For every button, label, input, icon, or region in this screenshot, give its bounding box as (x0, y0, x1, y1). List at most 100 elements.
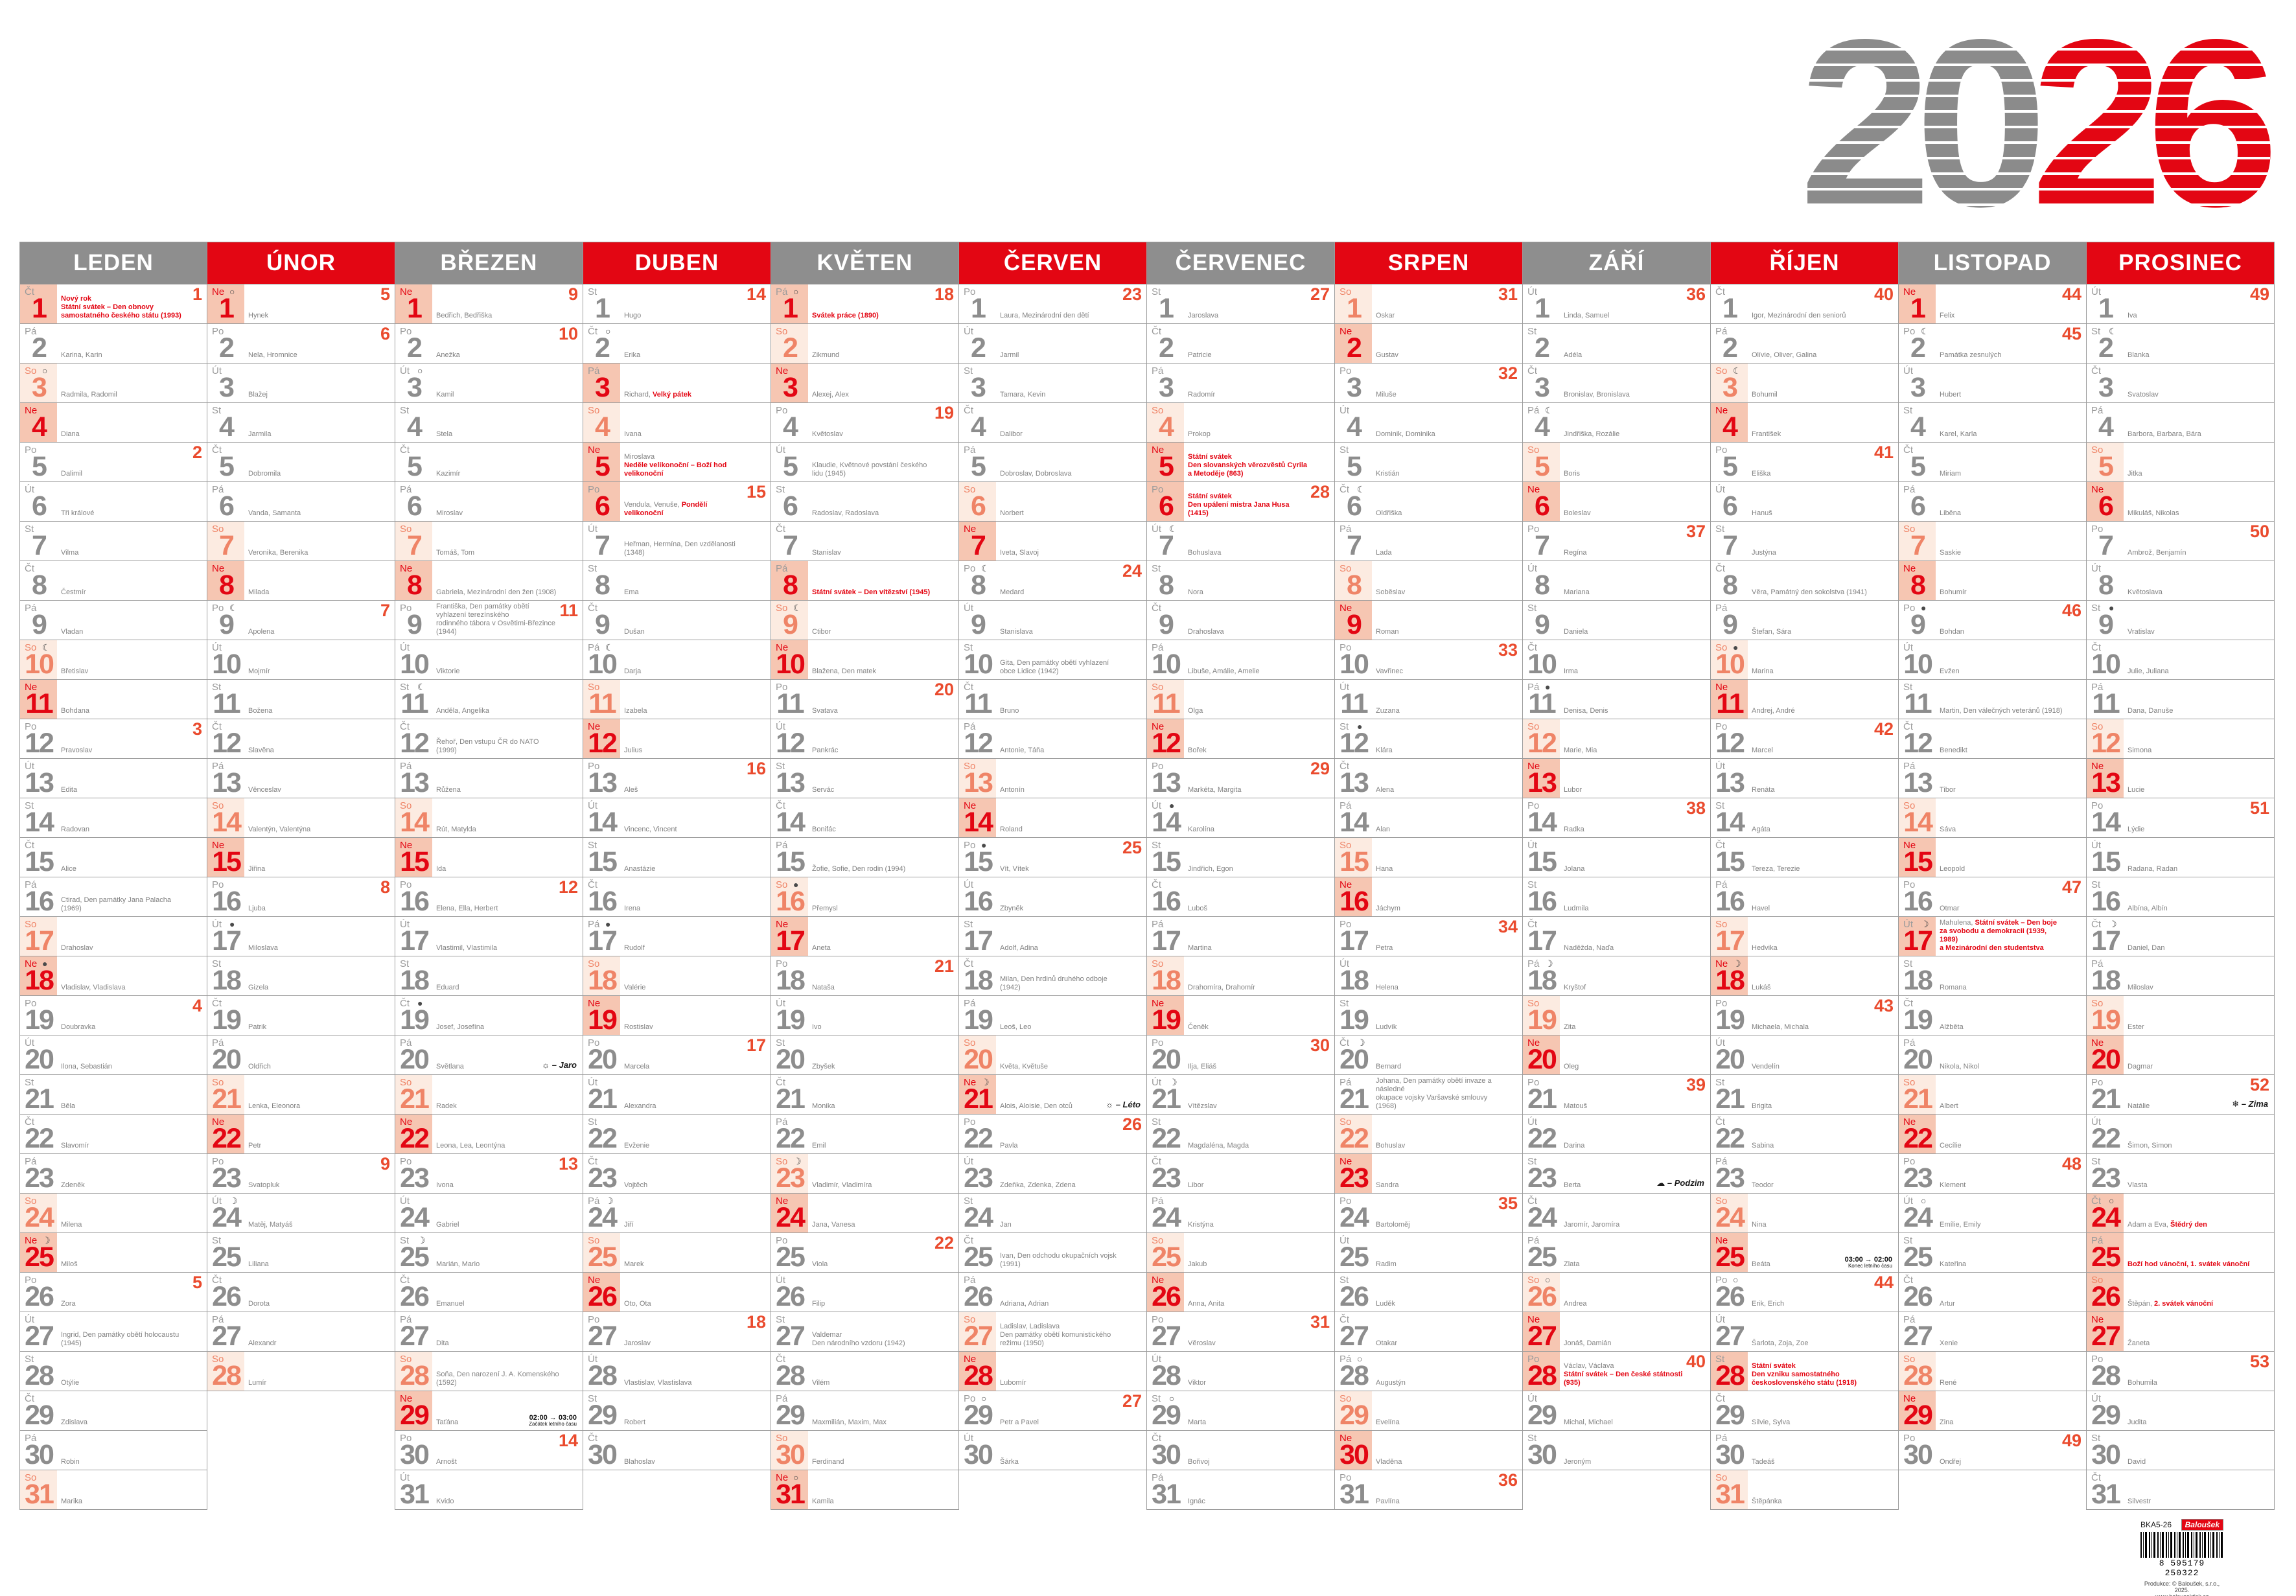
name-day: Nela, Hromnice (248, 351, 297, 359)
name-day: Kryštof (1564, 984, 1586, 991)
day-cell: Čt 21 Monika (771, 1074, 959, 1115)
day-text: Klement (1940, 1181, 2063, 1190)
day-text: Anastázie (624, 865, 747, 873)
day-number: 6 (783, 491, 798, 522)
name-day: Vlastimil, Vlastimila (436, 944, 498, 952)
day-cell: St 9 Daniela (1522, 600, 1711, 640)
day-cell: Út 22 Šimon, Simon (2086, 1114, 2275, 1154)
day-text: Lada (1376, 549, 1499, 557)
day-cell: Čt 16 Luboš (1146, 877, 1335, 917)
day-text: Simona (2128, 746, 2251, 755)
weekday-label: Út (2091, 1393, 2101, 1404)
day-text: Kazimír (436, 470, 559, 478)
day-number: 21 (212, 1083, 242, 1115)
day-number: 11 (1716, 688, 1744, 719)
name-day: Linda, Samuel (1564, 312, 1610, 319)
day-cell: Po 16 47 Otmar (1898, 877, 2087, 917)
weekday-label: Ne (1152, 721, 1165, 732)
produce-line: Produkce: © Baloušek, s.r.o., 2025. (2144, 1580, 2220, 1593)
week-number: 10 (558, 324, 578, 343)
weekday-label: So (25, 1196, 37, 1207)
month-column-březen: BŘEZEN Ne 1 9 Bedřich, Bedřiška Po 2 10 Anežka Út… (395, 242, 583, 1510)
day-cell: Út 22 Darina (1522, 1114, 1711, 1154)
day-number: 21 (588, 1083, 618, 1115)
day-text: Arnošt (436, 1458, 559, 1466)
day-cell: Pá 5 Dobroslav, Dobroslava (958, 442, 1147, 482)
day-cell: Čt 15 Tereza, Terezie (1710, 837, 1899, 877)
moon-phase-icon: ○ (1921, 1196, 1927, 1206)
day-cell: Pá 6 Miroslav (395, 481, 583, 522)
day-cell: Po 14 51 Lýdie (2086, 798, 2275, 838)
weekday-label: Čt (1152, 1433, 1161, 1444)
day-text: Jaromír, Jaromíra (1564, 1221, 1687, 1229)
moon-phase-icon: ☽ (1545, 958, 1553, 969)
weekday-label: Út (25, 1314, 34, 1325)
day-cell: Čt ○ 2 Erika (583, 323, 771, 364)
name-day: Valdemar Den národního vzdoru (1942) (812, 1331, 905, 1347)
weekday-label: Po (1527, 524, 1540, 535)
weekday-label: St (1903, 958, 1913, 969)
day-strip (583, 443, 620, 481)
month-column-únor: ÚNOR Ne ○ 1 5 Hynek Po 2 6 Nela, Hromnice Út 3 Blaže… (207, 242, 395, 1510)
name-day: Patricie (1188, 351, 1212, 359)
weekday-label: Ne (1339, 603, 1352, 614)
day-cell: Čt ☽ 17 Daniel, Dan (2086, 916, 2275, 956)
day-text: Anežka (436, 351, 559, 360)
day-strip (1523, 759, 1560, 798)
name-day: Gustav (1376, 351, 1398, 359)
day-text: Jindřiška, Rozálie (1564, 430, 1687, 439)
weekday-label: Út (588, 524, 597, 535)
day-number: 6 (1159, 491, 1174, 522)
day-text: Prokop (1188, 430, 1311, 439)
weekday-label: So (1152, 682, 1164, 693)
weekday-label: Ne (1152, 1275, 1165, 1286)
weekday-label: So (964, 1314, 976, 1325)
weekday-label: St (1339, 1275, 1349, 1286)
day-number: 22 (212, 1123, 242, 1154)
day-strip (959, 759, 996, 798)
day-cell: Ne ☽ 25 Miloš (19, 1232, 207, 1273)
day-strip (1335, 324, 1372, 363)
name-day: Šárka (1000, 1458, 1019, 1466)
day-cell: Čt 12 Řehoř, Den vstupu ČR do NATO (1999) (395, 719, 583, 759)
day-text: Olga (1188, 707, 1311, 715)
day-number: 29 (1715, 1400, 1745, 1431)
name-day: Viktorie (436, 667, 460, 675)
name-day: Andrea (1564, 1300, 1587, 1308)
weekday-label: Čt (1339, 1314, 1349, 1325)
day-number: 18 (212, 965, 242, 996)
day-text: Lumír (248, 1379, 371, 1387)
weekday-label: So (212, 524, 224, 535)
day-text: Matouš (1564, 1102, 1687, 1111)
weekday-label: Po (588, 761, 600, 772)
day-number: 16 (1527, 886, 1557, 917)
weekday-label: Út (1903, 365, 1913, 376)
name-day: Ljuba (248, 905, 266, 912)
day-cell: Ne 23 Sandra (1334, 1153, 1523, 1194)
weekday-label: So (1152, 1235, 1164, 1246)
day-number: 1 (407, 293, 423, 324)
day-strip (959, 798, 996, 837)
name-day: Emil (812, 1142, 826, 1150)
name-day: Stanislav (812, 549, 841, 557)
weekday-label: Čt (2091, 1196, 2101, 1207)
day-cell: Čt 8 Čestmír (19, 561, 207, 601)
day-number: 9 (1159, 609, 1174, 640)
name-day: Ignác (1188, 1498, 1205, 1505)
day-number: 24 (964, 1202, 993, 1233)
name-day: Šimon, Simon (2128, 1142, 2172, 1150)
day-text: Věroslav (1188, 1339, 1311, 1348)
day-strip (583, 482, 620, 521)
weekday-label: Út (588, 1354, 597, 1365)
day-number: 25 (2091, 1242, 2121, 1273)
day-strip (1711, 680, 1748, 719)
weekday-label: Pá (2091, 1235, 2104, 1246)
day-text: Brigita (1752, 1102, 1875, 1111)
day-text: Památka zesnulých (1940, 351, 2063, 360)
day-cell: Po ☾ 2 45 Památka zesnulých (1898, 323, 2087, 364)
day-text: Kryštof (1564, 984, 1687, 992)
day-number: 17 (776, 925, 806, 956)
week-number: 22 (934, 1233, 954, 1253)
name-day: Iveta, Slavoj (1000, 549, 1039, 557)
